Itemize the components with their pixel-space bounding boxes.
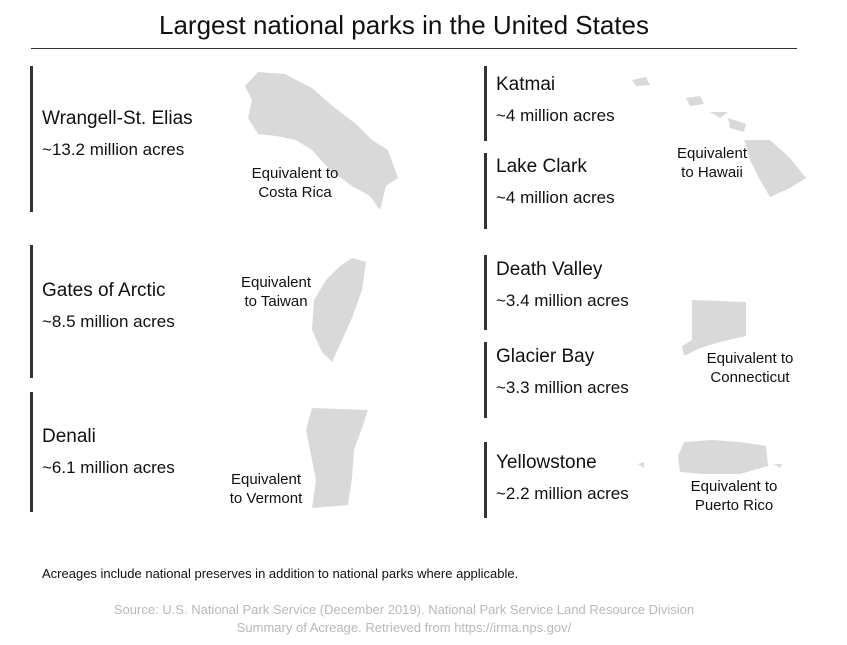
park-name: Glacier Bay (496, 346, 595, 367)
park-bar (484, 255, 487, 330)
park-name: Lake Clark (496, 156, 587, 177)
equivalent-label: Equivalent to (706, 350, 794, 367)
park-acres: ~8.5 million acres (42, 312, 175, 331)
equivalent-label: Equivalent (240, 274, 312, 291)
park-acres: ~4 million acres (496, 188, 615, 207)
park-acres: ~4 million acres (496, 106, 615, 125)
park-name: Wrangell-St. Elias (42, 108, 193, 129)
park-acres: ~13.2 million acres (42, 140, 185, 159)
costa-rica-shape (245, 72, 398, 210)
hawaii-shape (632, 77, 806, 197)
park-acres: ~3.3 million acres (496, 378, 629, 397)
park-bar (30, 66, 33, 212)
puerto-rico-shape (638, 440, 782, 474)
equivalent-label: Equivalent to (690, 478, 778, 495)
park-name: Denali (42, 426, 96, 447)
equivalent-label: Puerto Rico (694, 497, 774, 514)
park-acres: ~6.1 million acres (42, 458, 175, 477)
park-bar (484, 153, 487, 229)
equivalent-label: Equivalent (676, 145, 748, 162)
equivalent-label: Costa Rica (258, 184, 332, 201)
park-bar (484, 342, 487, 418)
taiwan-shape (312, 258, 366, 362)
equivalent-label: to Taiwan (244, 293, 308, 310)
source-line: Summary of Acreage. Retrieved from https… (236, 620, 572, 635)
vermont-shape (306, 408, 368, 508)
note: Acreages include national preserves in a… (42, 566, 519, 581)
equivalent-label: Connecticut (710, 369, 790, 386)
park-bar (484, 66, 487, 141)
park-name: Katmai (496, 74, 556, 95)
park-acres: ~2.2 million acres (496, 484, 629, 503)
park-name: Gates of Arctic (42, 280, 166, 301)
park-bar (484, 442, 487, 518)
park-name: Death Valley (496, 259, 603, 280)
source-line: Source: U.S. National Park Service (Dece… (113, 602, 695, 617)
park-acres: ~3.4 million acres (496, 291, 629, 310)
equivalent-label: to Hawaii (681, 164, 743, 181)
equivalent-label: Equivalent to (251, 165, 339, 182)
equivalent-label: Equivalent (230, 471, 302, 488)
equivalent-label: to Vermont (229, 490, 303, 507)
connecticut-shape (682, 300, 746, 356)
park-name: Yellowstone (496, 452, 597, 473)
park-bar (30, 392, 33, 512)
park-bar (30, 245, 33, 378)
title-rule (31, 48, 797, 49)
title: Largest national parks in the United Sta… (159, 10, 649, 40)
